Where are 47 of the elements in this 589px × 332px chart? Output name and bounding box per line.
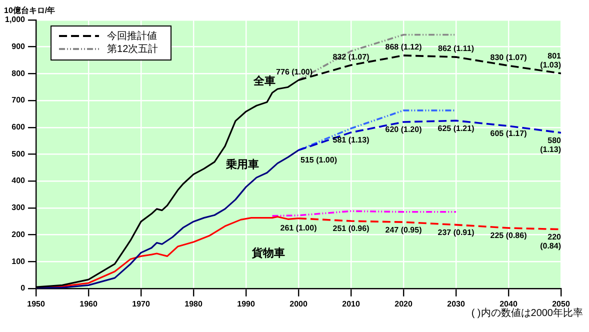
y-axis-title: 10億台キロ/年	[4, 6, 56, 16]
x-tick-label: 1970	[132, 299, 150, 308]
y-tick-label: 1,000	[4, 15, 26, 24]
x-tick-label: 1980	[184, 299, 203, 308]
y-tick-label: 0	[20, 284, 26, 293]
y-tick-label: 900	[12, 42, 26, 52]
data-label: 251 (0.96)	[332, 224, 370, 234]
data-label: 862 (1.11)	[438, 44, 474, 54]
data-label: 605 (1.17)	[490, 129, 528, 138]
x-tick-label: 1960	[80, 299, 98, 308]
data-label: 832 (1.07)	[332, 52, 370, 62]
data-label: 225 (0.86)	[490, 231, 528, 240]
y-tick-label: 600	[12, 122, 26, 132]
data-label: 868 (1.12)	[385, 42, 422, 52]
x-tick-label: 1990	[237, 299, 256, 308]
data-label: 237 (0.91)	[438, 228, 475, 237]
y-tick-label: 700	[12, 96, 26, 105]
text: 貨物車	[250, 246, 285, 260]
data-label: 581 (1.13)	[332, 136, 370, 145]
data-label: 580 (1.13)	[540, 136, 562, 154]
data-label: 776 (1.00)	[276, 67, 313, 76]
legend-label: 第12次五計	[107, 42, 158, 55]
data-label: 801 (1.03)	[540, 52, 562, 70]
y-tick-label: 200	[12, 230, 26, 239]
series-label: 全車	[252, 74, 276, 88]
x-tick-label: 2050	[552, 299, 570, 308]
x-tick-label: 2000	[290, 299, 308, 308]
x-tick-label: 2030	[447, 299, 466, 308]
data-label: 830 (1.07)	[490, 52, 528, 62]
data-label: 625 (1.21)	[438, 124, 475, 133]
legend-label: 今回推計値	[107, 30, 158, 42]
x-tick-label: 2010	[342, 299, 360, 308]
x-tick-label: 2040	[500, 299, 518, 308]
x-tick-label: 2020	[394, 299, 413, 308]
series-label: 乗用車	[225, 158, 260, 171]
data-label: 620 (1.20)	[385, 125, 422, 134]
x-tick-label: 1950	[27, 299, 46, 308]
data-label: 515 (1.00)	[300, 155, 338, 164]
data-label: 220 (0.84)	[540, 232, 562, 251]
y-tick-label: 400	[12, 176, 26, 186]
y-tick-label: 300	[12, 203, 26, 212]
y-tick-label: 100	[12, 256, 26, 266]
data-label: 261 (1.00)	[280, 224, 318, 233]
y-tick-label: 500	[12, 149, 26, 158]
text: ( )内の数値は2000年比率	[471, 307, 583, 320]
y-tick-label: 800	[12, 68, 26, 78]
data-label: 247 (0.95)	[385, 225, 422, 234]
